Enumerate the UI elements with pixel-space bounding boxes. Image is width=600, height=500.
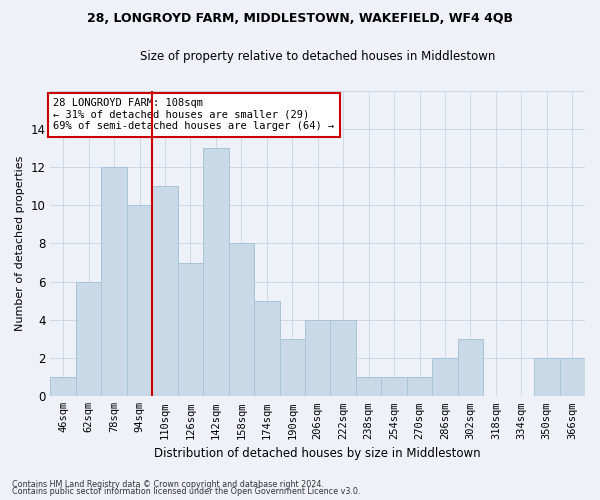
Text: Contains public sector information licensed under the Open Government Licence v3: Contains public sector information licen… (12, 487, 361, 496)
Bar (203, 148, 229, 396)
Title: Size of property relative to detached houses in Middlestown: Size of property relative to detached ho… (140, 50, 496, 63)
Text: Contains HM Land Registry data © Crown copyright and database right 2024.: Contains HM Land Registry data © Crown c… (12, 480, 324, 489)
Bar (560, 358, 585, 397)
Bar (229, 244, 254, 396)
Text: 28 LONGROYD FARM: 108sqm
← 31% of detached houses are smaller (29)
69% of semi-d: 28 LONGROYD FARM: 108sqm ← 31% of detach… (53, 98, 334, 132)
Bar (50, 377, 76, 396)
Bar (356, 377, 382, 396)
Bar (305, 320, 331, 396)
Bar (76, 282, 101, 397)
Bar (280, 339, 305, 396)
Text: 28, LONGROYD FARM, MIDDLESTOWN, WAKEFIELD, WF4 4QB: 28, LONGROYD FARM, MIDDLESTOWN, WAKEFIEL… (87, 12, 513, 26)
X-axis label: Distribution of detached houses by size in Middlestown: Distribution of detached houses by size … (154, 447, 481, 460)
Bar (458, 339, 483, 396)
Bar (127, 205, 152, 396)
Bar (254, 301, 280, 396)
Y-axis label: Number of detached properties: Number of detached properties (15, 156, 25, 331)
Bar (152, 186, 178, 396)
Bar (534, 358, 560, 397)
Bar (382, 377, 407, 396)
Bar (432, 358, 458, 397)
Bar (407, 377, 432, 396)
Bar (101, 167, 127, 396)
Bar (178, 262, 203, 396)
Bar (331, 320, 356, 396)
